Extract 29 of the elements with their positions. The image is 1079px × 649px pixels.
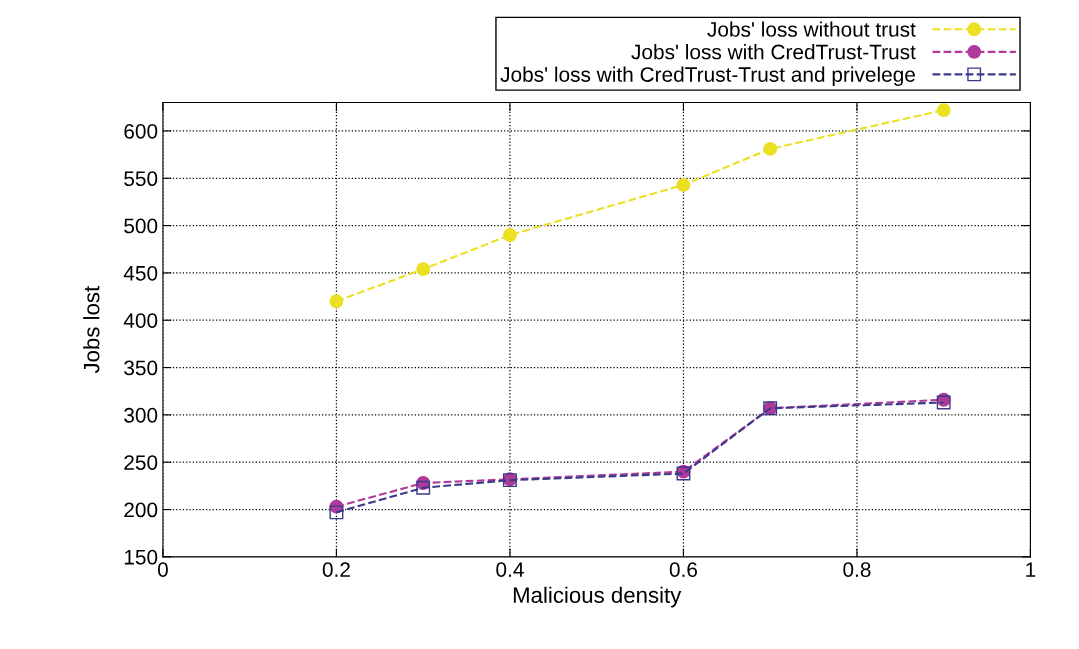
point bbox=[763, 141, 778, 156]
x-tick-label: 0.8 bbox=[843, 562, 871, 578]
y-tick-label: 500 bbox=[124, 218, 158, 234]
y-tick-label: 350 bbox=[124, 360, 158, 376]
x-axis-title: Malicious density bbox=[513, 586, 682, 608]
point bbox=[502, 228, 517, 242]
point bbox=[416, 480, 431, 495]
point bbox=[329, 505, 344, 520]
point bbox=[329, 294, 344, 309]
x-tick-label: 0 bbox=[157, 562, 168, 578]
y-tick-label: 400 bbox=[123, 313, 158, 328]
legend-label: Jobs' loss without trust bbox=[707, 21, 916, 37]
point bbox=[416, 262, 431, 277]
y-tick-label: 450 bbox=[123, 265, 158, 281]
y-tick-label: 300 bbox=[124, 407, 158, 423]
y-tick-label: 150 bbox=[124, 549, 158, 565]
y-tick-label: 550 bbox=[124, 171, 158, 187]
x-tick-label: 0.2 bbox=[322, 562, 350, 578]
x-tick-label: 0.4 bbox=[496, 562, 524, 578]
x-tick-label: 0.6 bbox=[669, 562, 697, 578]
point bbox=[676, 177, 691, 192]
point bbox=[936, 103, 951, 118]
y-tick-label: 200 bbox=[124, 502, 158, 518]
legend-label: Jobs' loss with CredTrust-Trust bbox=[631, 44, 916, 60]
x-tick-label: 1 bbox=[1026, 562, 1036, 577]
y-axis-title: Jobs lost bbox=[83, 286, 100, 374]
y-tick-label: 250 bbox=[124, 455, 158, 470]
y-tick-label: 600 bbox=[124, 123, 158, 139]
legend-label: Jobs' loss with CredTrust-Trust and privelege bbox=[500, 66, 915, 87]
